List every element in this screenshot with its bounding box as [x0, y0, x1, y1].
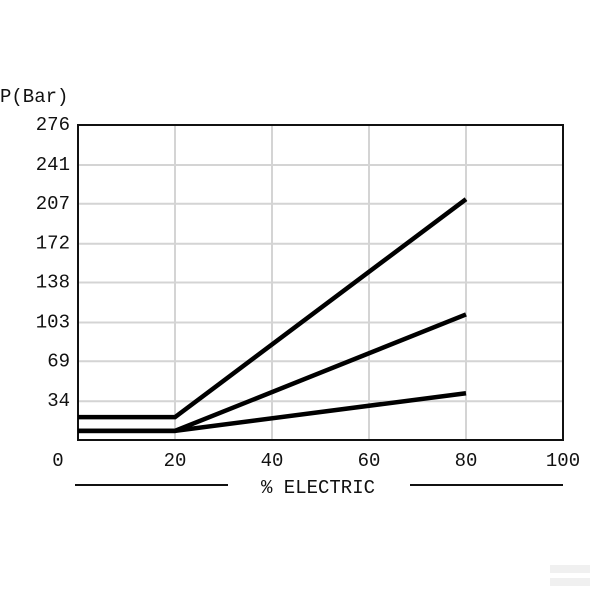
y-axis-label: P(Bar): [0, 86, 68, 108]
series-line: [78, 390, 467, 434]
plot-frame: [77, 124, 564, 441]
watermark: [550, 565, 590, 586]
x-axis-label: % ELECTRIC: [261, 477, 375, 499]
x-tick-label: 60: [358, 450, 381, 472]
y-tick-label: 138: [36, 272, 70, 294]
y-tick-label: 103: [36, 311, 70, 333]
x-tick-label: 80: [455, 450, 478, 472]
series-line: [78, 197, 468, 420]
x-tick-label: 20: [164, 450, 187, 472]
x-tick-label: 100: [546, 450, 580, 472]
y-tick-label: 276: [36, 114, 70, 136]
y-tick-label: 207: [36, 193, 70, 215]
x-tick-label: 40: [261, 450, 284, 472]
y-tick-label: 69: [47, 350, 70, 372]
y-tick-label: 241: [36, 154, 70, 176]
x-tick-label: 0: [52, 450, 63, 472]
y-tick-label: 172: [36, 233, 70, 255]
y-tick-label: 34: [47, 390, 70, 412]
